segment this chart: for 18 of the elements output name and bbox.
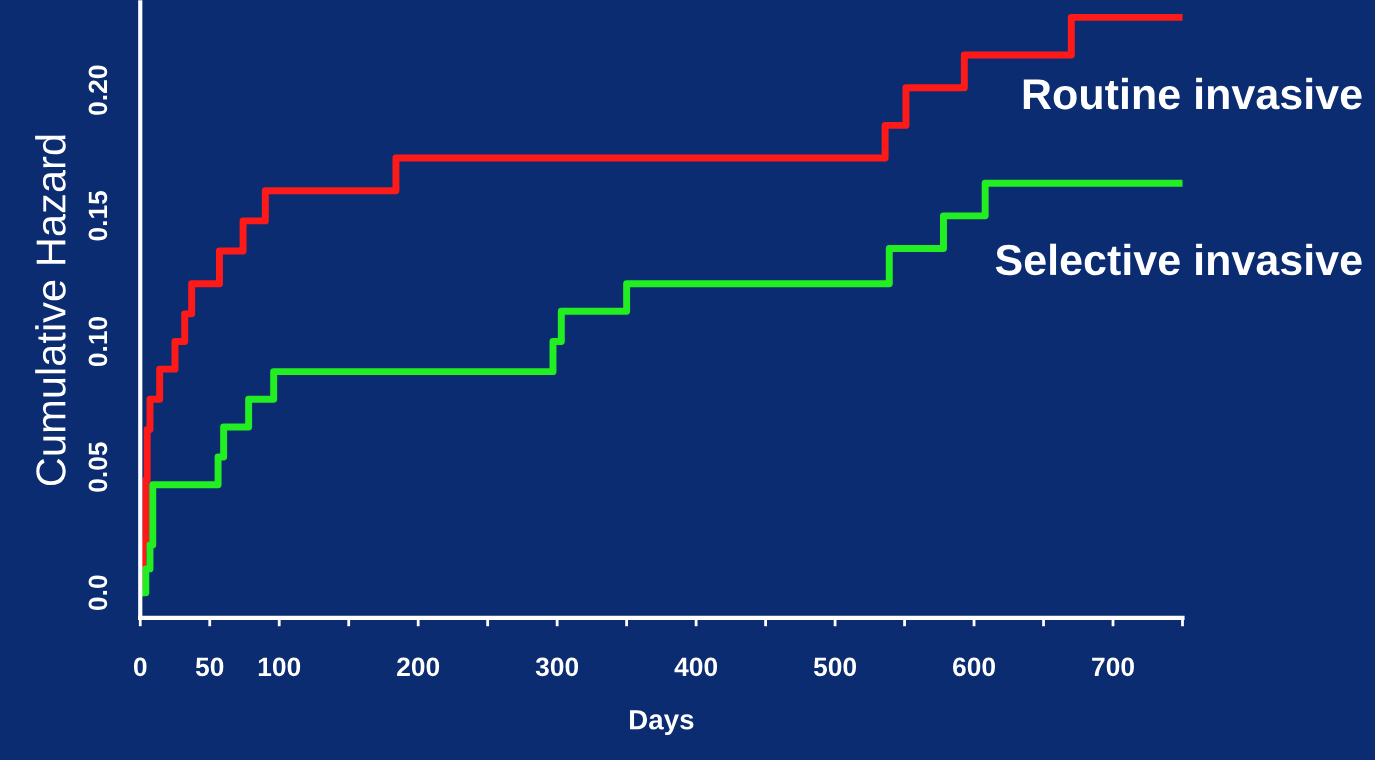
x-tick-label: 600 — [953, 657, 995, 677]
series-label: Selective invasive — [995, 243, 1362, 276]
x-tick-label: 300 — [535, 657, 579, 677]
x-tick-label: 700 — [1092, 657, 1134, 677]
y-tick-label: 0.05 — [88, 442, 108, 492]
x-tick-label: 0 — [133, 657, 147, 677]
x-tick-label: 200 — [397, 657, 440, 677]
y-tick-label: 0.0 — [88, 575, 108, 611]
y-axis-title: Cumulative Hazard — [35, 135, 66, 486]
x-tick-label: 400 — [674, 657, 718, 677]
y-tick-label: 0.10 — [88, 316, 108, 367]
x-tick-label: 50 — [195, 657, 224, 677]
x-tick-label: 100 — [258, 657, 301, 677]
x-axis-title: Days — [630, 710, 694, 736]
series-label: Routine invasive — [1023, 77, 1362, 110]
y-tick-label: 0.20 — [88, 65, 108, 115]
y-tick-label: 0.15 — [88, 190, 108, 241]
x-tick-label: 500 — [813, 657, 857, 677]
